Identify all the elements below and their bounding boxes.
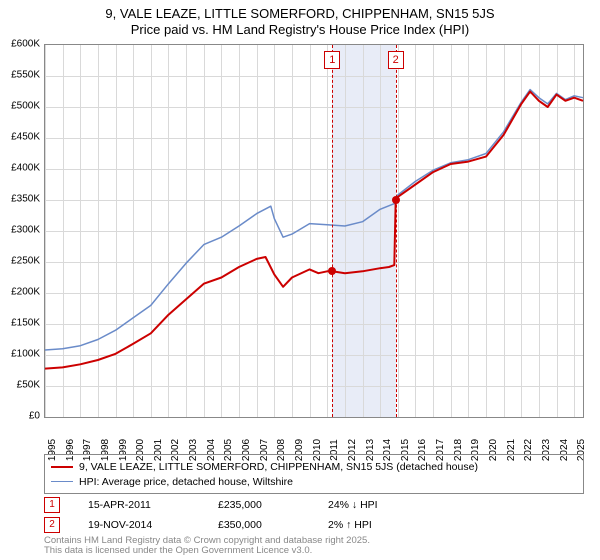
sale-badge: 1 xyxy=(44,497,60,513)
legend-swatch xyxy=(51,466,73,468)
y-tick-label: £300K xyxy=(2,225,40,236)
y-tick-label: £250K xyxy=(2,256,40,267)
y-tick-label: £150K xyxy=(2,318,40,329)
y-tick-label: £0 xyxy=(2,411,40,422)
title-subtitle: Price paid vs. HM Land Registry's House … xyxy=(0,22,600,37)
y-tick-label: £100K xyxy=(2,349,40,360)
chart-container: 9, VALE LEAZE, LITTLE SOMERFORD, CHIPPEN… xyxy=(0,0,600,560)
legend-label: HPI: Average price, detached house, Wilt… xyxy=(79,476,293,488)
sale-marker-line xyxy=(332,45,333,417)
plot-area: 12 xyxy=(44,44,584,418)
sale-marker-dot xyxy=(392,196,400,204)
sale-marker-dot xyxy=(328,267,336,275)
sale-price: £235,000 xyxy=(218,499,328,511)
sale-badge: 2 xyxy=(44,517,60,533)
footer-attribution: Contains HM Land Registry data © Crown c… xyxy=(44,536,370,557)
y-tick-label: £50K xyxy=(2,380,40,391)
y-tick-label: £350K xyxy=(2,194,40,205)
sales-table: 1 15-APR-2011£235,00024% ↓ HPI 2 19-NOV-201… xyxy=(44,496,378,536)
sale-marker-line xyxy=(396,45,397,417)
title-block: 9, VALE LEAZE, LITTLE SOMERFORD, CHIPPEN… xyxy=(0,0,600,37)
footer-line2: This data is licensed under the Open Gov… xyxy=(44,546,370,556)
sale-date: 19-NOV-2014 xyxy=(88,519,218,531)
y-tick-label: £400K xyxy=(2,163,40,174)
sale-date: 15-APR-2011 xyxy=(88,499,218,511)
series-hpi xyxy=(45,90,583,350)
title-address: 9, VALE LEAZE, LITTLE SOMERFORD, CHIPPEN… xyxy=(0,6,600,21)
sale-row: 1 15-APR-2011£235,00024% ↓ HPI xyxy=(44,496,378,514)
legend-label: 9, VALE LEAZE, LITTLE SOMERFORD, CHIPPEN… xyxy=(79,461,478,473)
sale-marker-badge: 2 xyxy=(388,51,404,69)
y-tick-label: £600K xyxy=(2,39,40,50)
sale-delta: 2% ↑ HPI xyxy=(328,519,372,531)
legend-row: 9, VALE LEAZE, LITTLE SOMERFORD, CHIPPEN… xyxy=(51,459,577,474)
sale-delta: 24% ↓ HPI xyxy=(328,499,378,511)
legend-box: 9, VALE LEAZE, LITTLE SOMERFORD, CHIPPEN… xyxy=(44,454,584,494)
sale-row: 2 19-NOV-2014£350,0002% ↑ HPI xyxy=(44,516,378,534)
y-tick-label: £450K xyxy=(2,132,40,143)
legend-row: HPI: Average price, detached house, Wilt… xyxy=(51,474,577,489)
y-tick-label: £200K xyxy=(2,287,40,298)
legend-swatch xyxy=(51,481,73,482)
sale-marker-badge: 1 xyxy=(324,51,340,69)
sale-price: £350,000 xyxy=(218,519,328,531)
chart-svg xyxy=(45,45,583,417)
y-tick-label: £550K xyxy=(2,70,40,81)
y-tick-label: £500K xyxy=(2,101,40,112)
